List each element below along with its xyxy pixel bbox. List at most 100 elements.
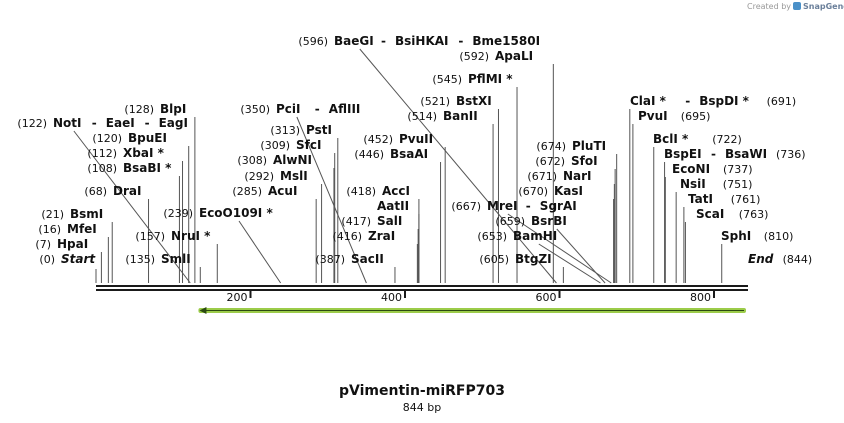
site-acci[interactable]: (418) AccI	[346, 184, 410, 198]
site-nsii[interactable]: (751) NsiI	[680, 177, 752, 191]
site-tati[interactable]: (761) TatI	[688, 192, 760, 206]
enzyme-name: MreI	[487, 199, 517, 213]
site-sacii[interactable]: (387) SacII	[315, 252, 383, 266]
enzyme-name: TatI	[688, 192, 713, 206]
enzyme-name: NsiI	[680, 177, 706, 191]
ruler: 200 400 600 800	[227, 291, 716, 304]
site-econi[interactable]: (737) EcoNI	[672, 162, 753, 176]
site-position-label: (751)	[723, 178, 753, 191]
site-mrei[interactable]: (667) MreI - SgrAI	[451, 199, 576, 213]
site-nrui[interactable]: (157) NruI *	[135, 229, 211, 243]
feature-track	[198, 307, 747, 314]
leader-line	[507, 213, 612, 284]
site-baegi[interactable]: (596) BaeGI - BsiHKAI - Bme1580I	[298, 34, 540, 48]
enzyme-name: NarI	[563, 169, 592, 183]
site-apali[interactable]: (592) ApaLI	[459, 49, 533, 63]
site-position-label: (350)	[240, 103, 270, 116]
site-position-label: (128)	[124, 103, 154, 116]
site-btgzi[interactable]: (605) BtgZI	[479, 252, 551, 266]
site-sfoi[interactable]: (672) SfoI	[535, 154, 597, 168]
site-position-label: (691)	[767, 95, 797, 108]
site-position-label: (592)	[459, 50, 489, 63]
site-position-label: (0)	[39, 253, 55, 266]
site-pvui[interactable]: (695) PvuI	[638, 109, 710, 123]
site-sphi[interactable]: (810) SphI	[721, 229, 793, 243]
site-bamhi[interactable]: (653) BamHI	[477, 229, 557, 243]
site-bsabi[interactable]: (108) BsaBI *	[87, 161, 172, 175]
site-position-label: (674)	[536, 140, 566, 153]
enzyme-name: MfeI	[67, 222, 97, 236]
site-pcii[interactable]: (350) PciI - AflIII	[240, 102, 360, 116]
site-acui[interactable]: (285) AcuI	[232, 184, 297, 198]
site-psti[interactable]: (313) PstI	[270, 123, 332, 137]
enzyme-name: EcoNI	[672, 162, 710, 176]
site-start[interactable]: (0) Start	[39, 252, 96, 266]
site-position-label: (313)	[270, 124, 300, 137]
site-hpai[interactable]: (7) HpaI	[35, 237, 88, 251]
site-nari[interactable]: (671) NarI	[527, 169, 591, 183]
enzyme-name: PvuII	[399, 132, 433, 146]
site-smli[interactable]: (135) SmlI	[125, 252, 190, 266]
site-alwni[interactable]: (308) AlwNI	[237, 153, 312, 167]
site-position-label: (285)	[232, 185, 262, 198]
site-bcli[interactable]: (722) BclI *	[653, 132, 742, 146]
site-bspei[interactable]: (736) BspEI - BsaWI	[664, 147, 806, 161]
enzyme-name: PvuI	[638, 109, 668, 123]
enzyme-name: SgrAI	[540, 199, 577, 213]
site-bsaai[interactable]: (446) BsaAI	[354, 147, 428, 161]
backbone	[96, 285, 748, 291]
site-drai[interactable]: (68) DraI	[84, 184, 141, 198]
site-position-label: (120)	[92, 132, 122, 145]
enzyme-name: XbaI *	[123, 146, 165, 160]
site-msli[interactable]: (292) MslI	[244, 169, 307, 183]
site-kasi[interactable]: (670) KasI	[518, 184, 583, 198]
enzyme-name: AflIII	[329, 102, 361, 116]
enzyme-name: PciI	[276, 102, 301, 116]
site-scai[interactable]: (763) ScaI	[696, 207, 768, 221]
site-position-label: (671)	[527, 170, 557, 183]
enzyme-name: PstI	[306, 123, 332, 137]
ruler-tick-label: 200	[227, 291, 248, 304]
site-ecoo109i[interactable]: (239) EcoO109I *	[163, 206, 273, 220]
site-bstxi[interactable]: (521) BstXI	[420, 94, 491, 108]
site-banii[interactable]: (514) BanII	[407, 109, 477, 123]
plasmid-length: 844 bp	[402, 401, 442, 414]
site-position-label: (763)	[739, 208, 769, 221]
site-blpi[interactable]: (128) BlpI	[124, 102, 186, 116]
site-xbai[interactable]: (112) XbaI *	[87, 146, 164, 160]
site-clai[interactable]: (691) ClaI * - BspDI *	[630, 94, 796, 108]
site-position-label: (653)	[477, 230, 507, 243]
site-position-label: (16)	[38, 223, 61, 236]
site-pflmi[interactable]: (545) PflMI *	[432, 72, 513, 86]
enzyme-name: ClaI *	[630, 94, 667, 108]
site-bpuei[interactable]: (120) BpuEI	[92, 131, 167, 145]
snapgene-credit: Created by SnapGene	[747, 2, 844, 11]
enzyme-name: BsiHKAI	[395, 34, 449, 48]
enzyme-name: AatII	[377, 199, 409, 213]
site-sfci[interactable]: (309) SfcI	[260, 138, 321, 152]
site-zrai[interactable]: (416) ZraI	[332, 229, 395, 243]
site-pvuii[interactable]: (452) PvuII	[363, 132, 433, 146]
site-position-label: (68)	[84, 185, 107, 198]
site-aatii[interactable]: AatII	[377, 199, 409, 213]
site-noti[interactable]: (122) NotI - EaeI - EagI	[17, 116, 188, 130]
site-sali[interactable]: (417) SalI	[341, 214, 402, 228]
site-bsmi[interactable]: (21) BsmI	[41, 207, 103, 221]
site-end[interactable]: (844) End	[748, 252, 812, 266]
site-position-label: (309)	[260, 139, 290, 152]
site-bsrbi[interactable]: (659) BsrBI	[495, 214, 566, 228]
ruler-tick-label: 400	[381, 291, 402, 304]
site-pluti[interactable]: (674) PluTI	[536, 139, 606, 153]
site-position-label: (672)	[535, 155, 565, 168]
enzyme-separator: -	[381, 34, 386, 48]
site-mfei[interactable]: (16) MfeI	[38, 222, 96, 236]
enzyme-name: BpuEI	[128, 131, 167, 145]
enzyme-name: BtgZI	[515, 252, 552, 266]
enzyme-name: ScaI	[696, 207, 724, 221]
enzyme-name: AccI	[382, 184, 410, 198]
enzyme-separator: -	[145, 116, 150, 130]
plasmid-name: pVimentin-miRFP703	[339, 383, 505, 399]
enzyme-name: SmlI	[161, 252, 191, 266]
site-position-label: (135)	[125, 253, 155, 266]
